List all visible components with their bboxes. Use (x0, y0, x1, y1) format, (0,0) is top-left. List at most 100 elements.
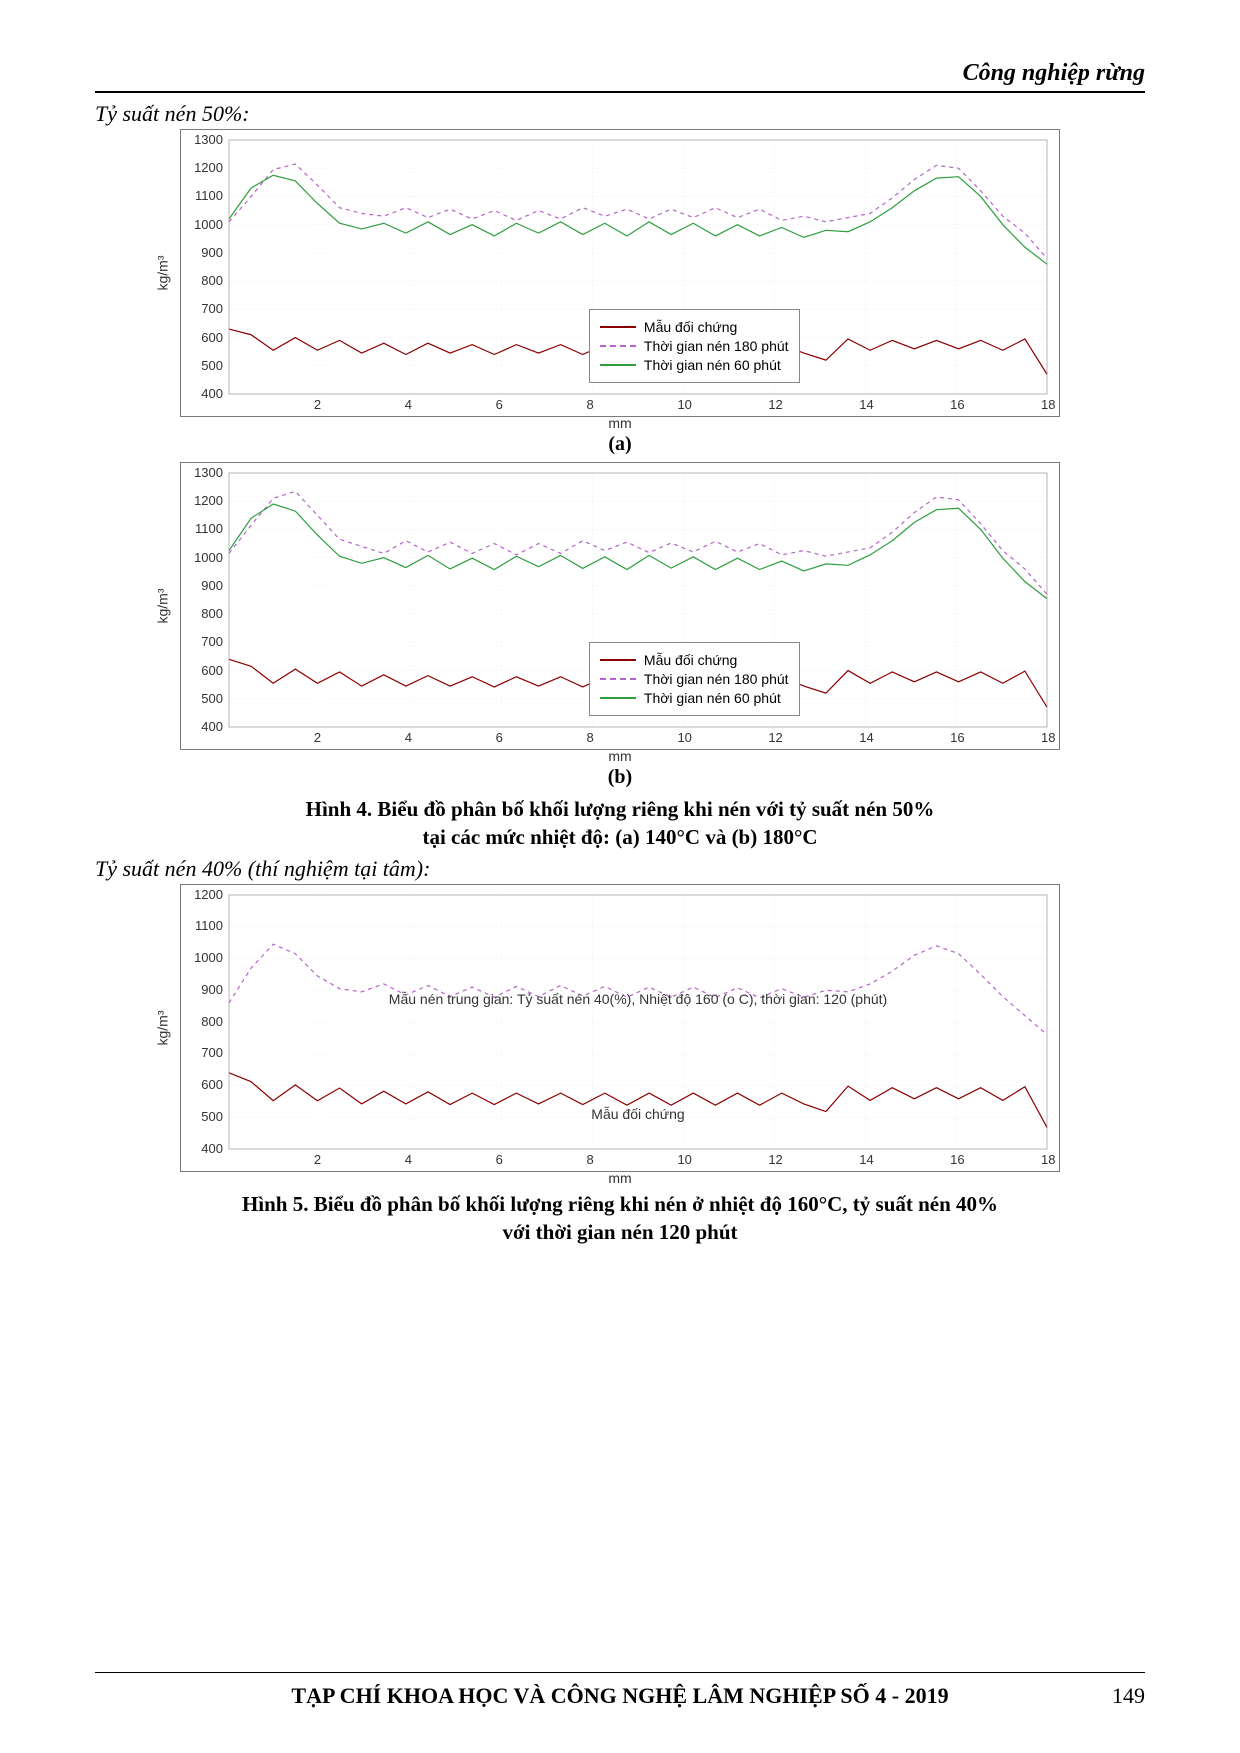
legend-item: Mẫu đối chứng (600, 319, 789, 335)
x-tick-label: 2 (314, 730, 321, 745)
y-tick-label: 1000 (194, 550, 223, 565)
x-tick-label: 12 (768, 397, 782, 412)
x-tick-label: 8 (587, 1152, 594, 1167)
legend-label: Thời gian nén 180 phút (644, 338, 789, 354)
y-tick-label: 600 (201, 1077, 223, 1092)
page-footer: TẠP CHÍ KHOA HỌC VÀ CÔNG NGHỆ LÂM NGHIỆP… (95, 1672, 1145, 1709)
chart-a: kg/m³ 2468101214161840050060070080090010… (180, 129, 1060, 417)
x-tick-label: 2 (314, 397, 321, 412)
y-tick-label: 1200 (194, 160, 223, 175)
x-tick-label: 10 (677, 397, 691, 412)
x-tick-label: 18 (1041, 730, 1055, 745)
chart-c-wrap: kg/m³ 2468101214161840050060070080090010… (180, 884, 1060, 1186)
legend-item: Thời gian nén 60 phút (600, 357, 789, 373)
chart-b-letter: (b) (95, 766, 1145, 789)
x-tick-label: 14 (859, 397, 873, 412)
legend-swatch (600, 326, 636, 328)
x-tick-label: 10 (677, 1152, 691, 1167)
y-tick-label: 700 (201, 634, 223, 649)
y-tick-label: 1100 (195, 521, 223, 536)
legend-item: Thời gian nén 60 phút (600, 690, 789, 706)
y-tick-label: 500 (201, 1109, 223, 1124)
x-tick-label: 10 (677, 730, 691, 745)
journal-title: Công nghiệp rừng (95, 60, 1145, 87)
legend-label: Thời gian nén 180 phút (644, 671, 789, 687)
x-tick-label: 16 (950, 1152, 964, 1167)
legend-label: Thời gian nén 60 phút (644, 690, 781, 706)
y-tick-label: 600 (201, 330, 223, 345)
x-tick-label: 4 (405, 397, 412, 412)
caption-fig4-line1: Hình 4. Biểu đồ phân bố khối lượng riêng… (306, 797, 935, 821)
page-header: Công nghiệp rừng (95, 60, 1145, 93)
y-tick-label: 1300 (194, 465, 223, 480)
y-tick-label: 1000 (194, 950, 223, 965)
chart-annotation: Mẫu đối chứng (591, 1106, 684, 1122)
y-tick-label: 600 (201, 663, 223, 678)
x-tick-label: 4 (405, 1152, 412, 1167)
y-tick-label: 700 (201, 301, 223, 316)
caption-fig5-line2: với thời gian nén 120 phút (502, 1220, 737, 1244)
y-tick-label: 400 (201, 1141, 223, 1156)
x-tick-label: 6 (496, 397, 503, 412)
x-tick-label: 14 (859, 730, 873, 745)
legend-swatch (600, 697, 636, 699)
x-tick-label: 6 (496, 730, 503, 745)
y-tick-label: 400 (201, 719, 223, 734)
page-number: 149 (1112, 1683, 1145, 1709)
y-tick-label: 1200 (194, 887, 223, 902)
y-tick-label: 900 (201, 578, 223, 593)
chart-a-xlabel: mm (180, 415, 1060, 431)
legend-swatch (600, 659, 636, 661)
y-tick-label: 800 (201, 273, 223, 288)
y-tick-label: 1000 (194, 217, 223, 232)
footer-journal: TẠP CHÍ KHOA HỌC VÀ CÔNG NGHỆ LÂM NGHIỆP… (291, 1683, 948, 1708)
legend-box: Mẫu đối chứng Thời gian nén 180 phút Thời … (589, 642, 800, 716)
y-tick-label: 400 (201, 386, 223, 401)
x-tick-label: 12 (768, 730, 782, 745)
caption-fig4-line2: tại các mức nhiệt độ: (a) 140°C và (b) 1… (422, 825, 817, 849)
y-tick-label: 500 (201, 358, 223, 373)
legend-swatch (600, 364, 636, 366)
chart-b: kg/m³ 2468101214161840050060070080090010… (180, 462, 1060, 750)
y-tick-label: 800 (201, 606, 223, 621)
legend-swatch (600, 345, 636, 347)
x-tick-label: 16 (950, 730, 964, 745)
legend-item: Thời gian nén 180 phút (600, 338, 789, 354)
x-tick-label: 4 (405, 730, 412, 745)
caption-fig5: Hình 5. Biểu đồ phân bố khối lượng riêng… (95, 1190, 1145, 1247)
chart-b-wrap: kg/m³ 2468101214161840050060070080090010… (180, 462, 1060, 764)
caption-fig4: Hình 4. Biểu đồ phân bố khối lượng riêng… (95, 795, 1145, 852)
legend-label: Mẫu đối chứng (644, 652, 737, 668)
x-tick-label: 6 (496, 1152, 503, 1167)
legend-label: Mẫu đối chứng (644, 319, 737, 335)
y-tick-label: 1200 (194, 493, 223, 508)
legend-item: Mẫu đối chứng (600, 652, 789, 668)
y-tick-label: 1100 (195, 188, 223, 203)
y-tick-label: 500 (201, 691, 223, 706)
chart-annotation: Mẫu nén trung gian: Tỷ suất nén 40(%), N… (389, 991, 887, 1007)
y-tick-label: 700 (201, 1045, 223, 1060)
legend-item: Thời gian nén 180 phút (600, 671, 789, 687)
chart-a-ylabel: kg/m³ (155, 256, 171, 291)
caption-fig5-line1: Hình 5. Biểu đồ phân bố khối lượng riêng… (242, 1192, 998, 1216)
y-tick-label: 1100 (195, 918, 223, 933)
x-tick-label: 18 (1041, 397, 1055, 412)
x-tick-label: 2 (314, 1152, 321, 1167)
x-tick-label: 12 (768, 1152, 782, 1167)
legend-label: Thời gian nén 60 phút (644, 357, 781, 373)
y-tick-label: 800 (201, 1014, 223, 1029)
x-tick-label: 16 (950, 397, 964, 412)
x-tick-label: 18 (1041, 1152, 1055, 1167)
x-tick-label: 8 (587, 730, 594, 745)
y-tick-label: 900 (201, 245, 223, 260)
chart-a-letter: (a) (95, 433, 1145, 456)
chart-c: kg/m³ 2468101214161840050060070080090010… (180, 884, 1060, 1172)
section-title-50: Tỷ suất nén 50%: (95, 101, 1145, 127)
chart-c-xlabel: mm (180, 1170, 1060, 1186)
chart-b-xlabel: mm (180, 748, 1060, 764)
x-tick-label: 8 (587, 397, 594, 412)
chart-c-ylabel: kg/m³ (155, 1010, 171, 1045)
chart-b-ylabel: kg/m³ (155, 589, 171, 624)
chart-a-wrap: kg/m³ 2468101214161840050060070080090010… (180, 129, 1060, 431)
y-tick-label: 900 (201, 982, 223, 997)
